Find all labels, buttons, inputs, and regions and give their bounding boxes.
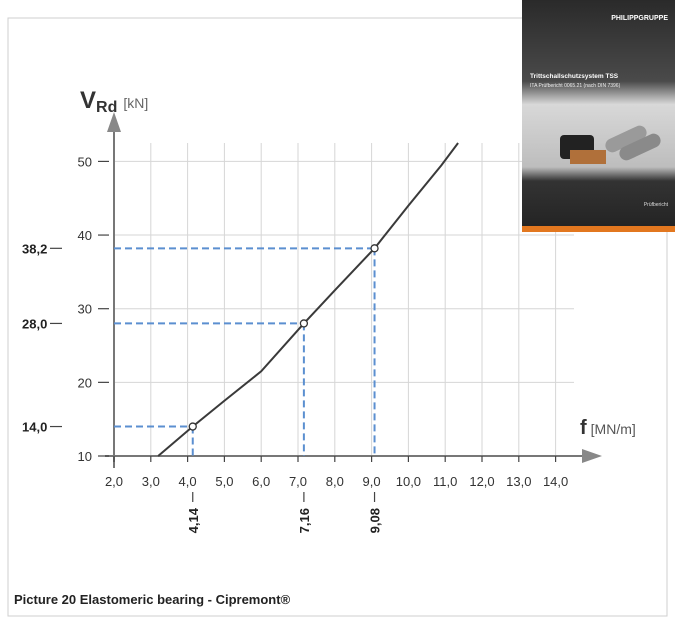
product-base: [570, 150, 606, 164]
x-highlight-label: 7,16: [297, 508, 312, 533]
x-tick-label: 12,0: [469, 474, 494, 489]
brochure-cover: [522, 0, 675, 232]
brochure-edge: [522, 226, 675, 232]
x-tick-label: 14,0: [543, 474, 568, 489]
y-axis-arrow: [107, 112, 121, 132]
x-tick-label: 4,0: [179, 474, 197, 489]
x-tick-label: 10,0: [396, 474, 421, 489]
data-line: [157, 142, 459, 457]
x-label-main: f: [580, 417, 587, 439]
brochure-footer: Prüfbericht: [644, 202, 669, 208]
y-tick-label: 30: [78, 302, 92, 317]
x-label-unit: [MN/m]: [591, 421, 636, 437]
x-tick-label: 13,0: [506, 474, 531, 489]
product-pin: [605, 125, 647, 153]
y-tick-label: 10: [78, 449, 92, 464]
x-tick-label: 9,0: [363, 474, 381, 489]
brochure-brand: PHILIPPGRUPPE: [611, 15, 668, 22]
plot: 10 20 30 40 50 2,0 3,0 4,0 5,0 6,0 7,0 8,0 9,0 10,0 11…: [22, 87, 636, 533]
y-axis-label: VRd [kN]: [80, 87, 148, 116]
highlight-point: [188, 422, 197, 431]
y-highlight-label: 14,0: [22, 420, 47, 435]
x-tick-label: 8,0: [326, 474, 344, 489]
brochure-subtitle: ITA Prüfbericht 0065.21 (nach DIN 7396): [530, 83, 621, 89]
x-tick-label: 7,0: [289, 474, 307, 489]
x-tick-label: 2,0: [105, 474, 123, 489]
highlight-point: [370, 244, 379, 253]
x-tick-label: 3,0: [142, 474, 160, 489]
brochure: PHILIPPGRUPPE Trittschallschutzsystem TS…: [522, 0, 675, 232]
x-highlight-label: 9,08: [368, 508, 383, 533]
y-label-main: V: [80, 87, 96, 114]
caption: Picture 20 Elastomeric bearing - Cipremo…: [14, 592, 291, 607]
x-tick-label: 5,0: [215, 474, 233, 489]
x-axis-label: f [MN/m]: [580, 417, 636, 439]
product-pin: [619, 133, 661, 161]
y-label-unit: [kN]: [123, 95, 148, 111]
y-highlight-label: 28,0: [22, 316, 47, 331]
highlight-point: [299, 319, 309, 328]
y-label-sub: Rd: [96, 99, 117, 116]
x-tick-label: 11,0: [433, 474, 457, 489]
y-highlight-label: 38,2: [22, 241, 47, 256]
y-tick-label: 50: [78, 154, 92, 169]
y-tick-label: 20: [78, 375, 92, 390]
x-highlight-label: 4,14: [186, 507, 201, 533]
x-tick-label: 6,0: [252, 474, 270, 489]
y-tick-label: 40: [78, 228, 92, 243]
frame: [7, 17, 668, 617]
brochure-title: Trittschallschutzsystem TSS: [530, 73, 619, 80]
x-axis-arrow: [582, 449, 602, 463]
